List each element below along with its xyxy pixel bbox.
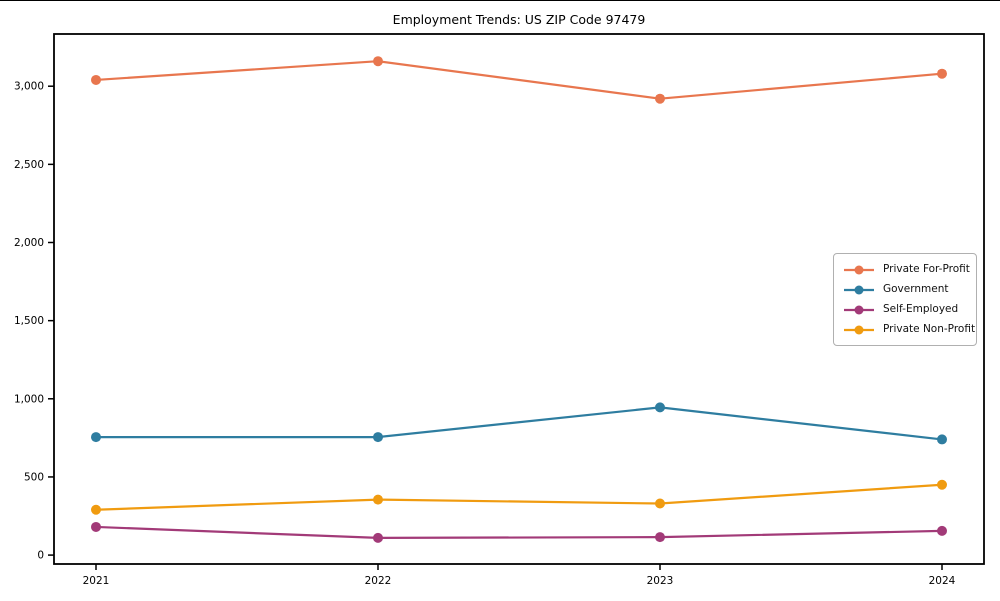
- x-tick-label: 2024: [929, 575, 956, 587]
- y-tick-label: 500: [24, 471, 44, 483]
- data-point-self-employed: [655, 532, 665, 543]
- data-point-government: [91, 432, 101, 443]
- legend-label: Private Non-Profit: [883, 323, 976, 336]
- data-point-private-for-profit: [655, 93, 665, 104]
- series-line-private-non-profit: [94, 483, 944, 511]
- y-tick-label: 1,000: [14, 393, 44, 405]
- plot-frame: [53, 33, 985, 565]
- series-line-self-employed: [94, 525, 944, 539]
- x-tick-label: 2022: [365, 575, 392, 587]
- line-marker-icon: [844, 265, 874, 274]
- legend-label: Private For-Profit: [883, 263, 970, 276]
- data-point-private-non-profit: [937, 479, 947, 490]
- y-tick-label: 3,000: [14, 81, 44, 93]
- legend-label: Self-Employed: [883, 303, 959, 316]
- x-tick-label: 2021: [83, 575, 110, 587]
- line-marker-icon: [844, 305, 874, 314]
- line-marker-icon: [844, 285, 874, 294]
- series-line-government: [94, 406, 944, 441]
- data-point-government: [937, 434, 947, 445]
- legend: Private For-Profit Government Self-Emplo…: [833, 253, 977, 346]
- data-point-private-non-profit: [91, 504, 101, 515]
- data-point-private-for-profit: [937, 68, 947, 79]
- legend-label: Government: [883, 283, 949, 296]
- y-tick-label: 2,000: [14, 237, 44, 249]
- data-point-private-for-profit: [373, 56, 383, 67]
- chart-title: Employment Trends: US ZIP Code 97479: [392, 12, 646, 27]
- data-point-private-non-profit: [655, 498, 665, 509]
- y-tick-label: 2,500: [14, 159, 44, 171]
- legend-item-private-for-profit: Private For-Profit: [843, 262, 970, 277]
- data-point-self-employed: [373, 532, 383, 543]
- data-point-private-non-profit: [373, 494, 383, 505]
- data-point-government: [655, 402, 665, 413]
- data-point-self-employed: [937, 525, 947, 536]
- legend-item-private-non-profit: Private Non-Profit: [843, 322, 975, 337]
- data-point-private-for-profit: [91, 74, 101, 85]
- series-line-private-for-profit: [94, 60, 944, 100]
- legend-item-self-employed: Self-Employed: [843, 302, 967, 317]
- y-tick-label: 0: [37, 550, 44, 562]
- x-tick-label: 2023: [647, 575, 674, 587]
- data-point-self-employed: [91, 521, 101, 532]
- legend-item-government: Government: [843, 282, 967, 297]
- data-point-government: [373, 432, 383, 443]
- line-marker-icon: [844, 325, 874, 334]
- y-tick-label: 1,500: [14, 315, 44, 327]
